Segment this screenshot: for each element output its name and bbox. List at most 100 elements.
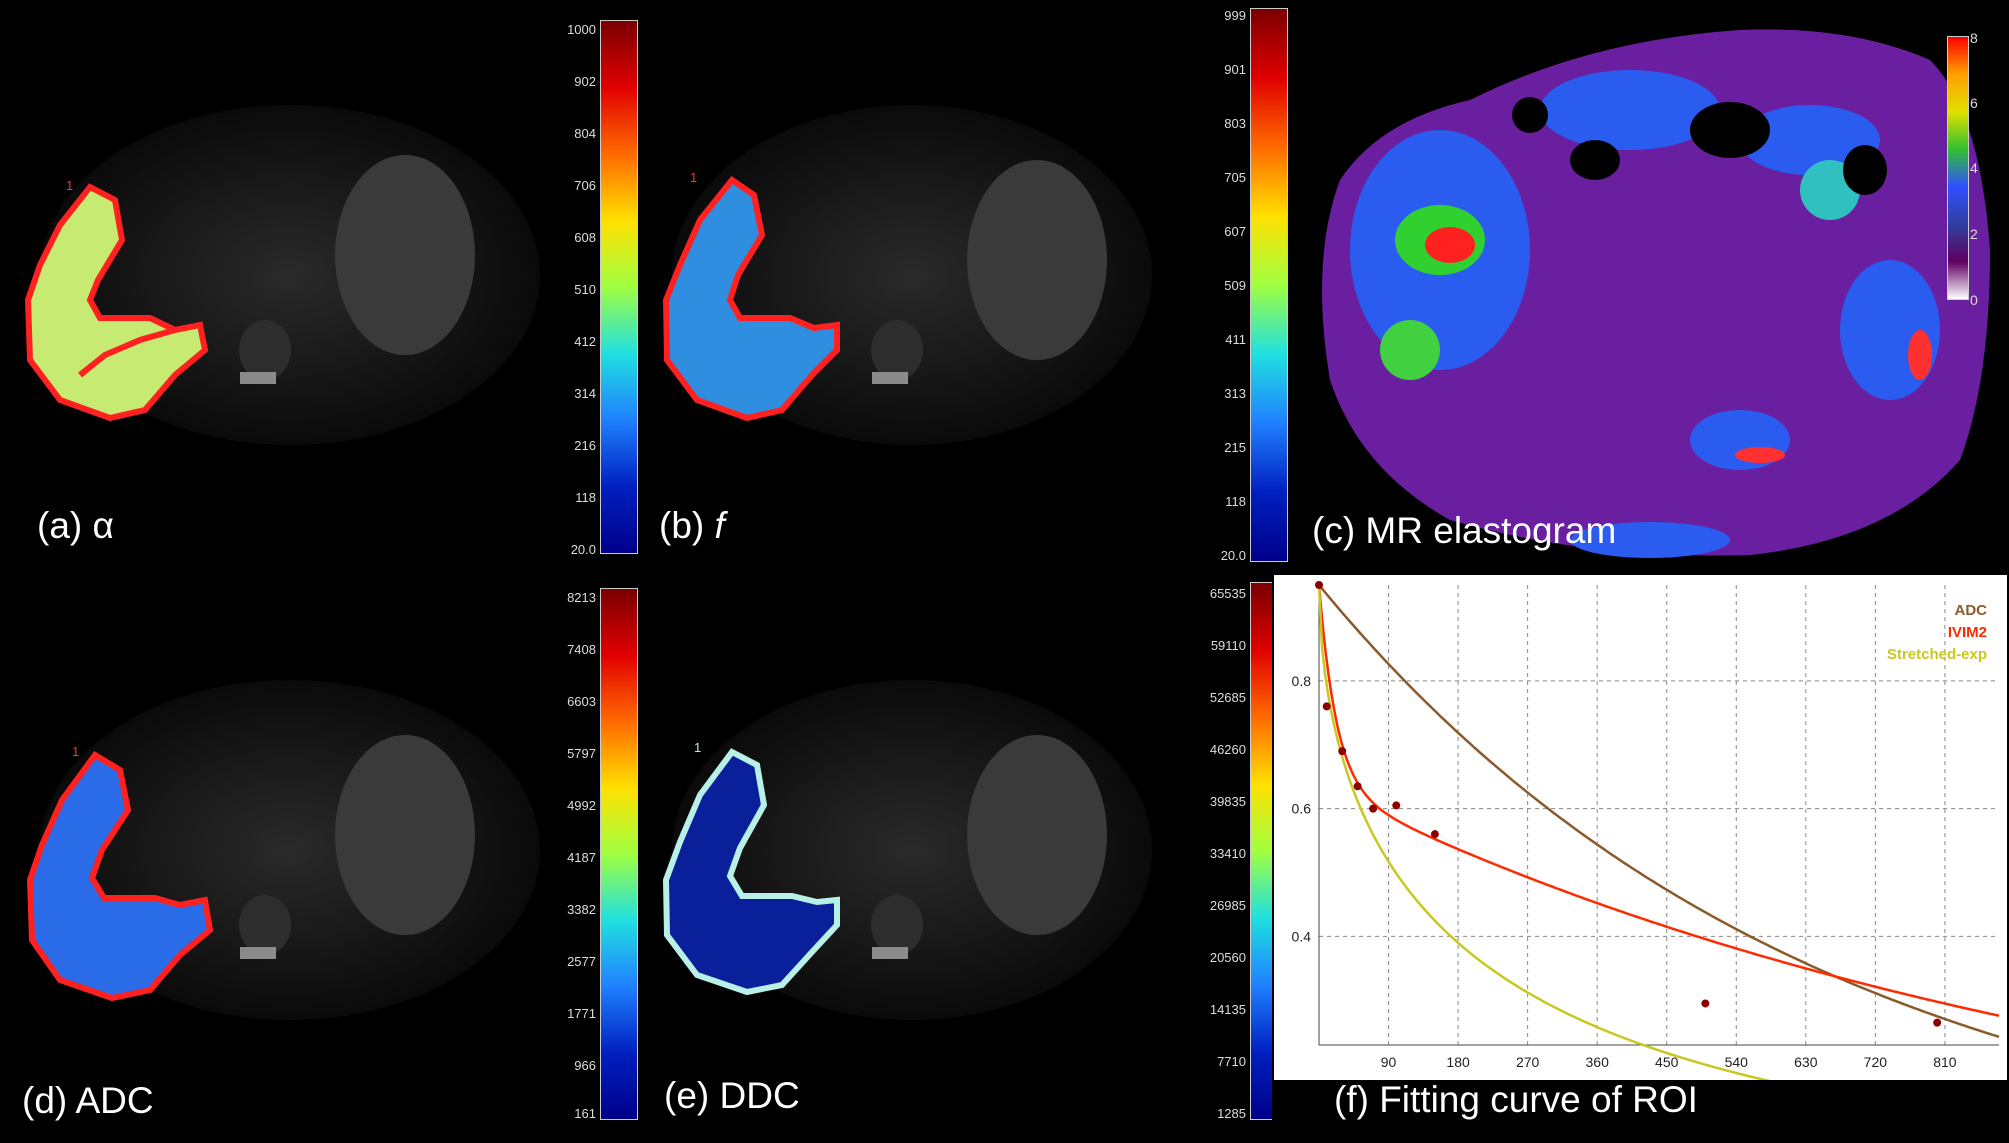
- x-tick-label: 720: [1864, 1054, 1888, 1070]
- elastogram-image: [1322, 29, 1990, 558]
- cbar-tick: 161: [574, 1106, 596, 1121]
- series-line-adc: [1318, 584, 2000, 1038]
- panel-label: (d) ADC: [22, 1080, 154, 1121]
- cbar-tick: 8213: [567, 590, 596, 605]
- cbar-tick: 20.0: [570, 542, 596, 557]
- label-prefix: (a): [37, 505, 93, 546]
- cbar-tick: 4187: [567, 850, 596, 865]
- panel-f-map: 1 (b) f: [642, 0, 1202, 570]
- elast-tick: 0: [1970, 292, 1978, 308]
- cbar-tick: 608: [574, 230, 596, 245]
- cbar-tick: 902: [574, 74, 596, 89]
- data-point: [1322, 702, 1331, 711]
- cbar-tick: 59110: [1210, 638, 1246, 653]
- roi-number: 1: [66, 178, 74, 193]
- y-tick-label: 0.4: [1292, 928, 1312, 944]
- data-point: [1933, 1018, 1942, 1027]
- colorbar-adc: [600, 588, 638, 1120]
- x-tick-label: 540: [1725, 1054, 1749, 1070]
- x-tick-label: 630: [1794, 1054, 1818, 1070]
- cbar-tick: 118: [575, 490, 596, 505]
- colorbar-f: [1250, 8, 1288, 562]
- legend-adc: ADC: [1954, 602, 1988, 619]
- alpha-map-image: [24, 105, 540, 445]
- label-symbol: α: [92, 505, 114, 546]
- cbar-tick: 510: [574, 282, 596, 297]
- x-tick-label: 810: [1933, 1054, 1957, 1070]
- cbar-tick: 14135: [1209, 1002, 1246, 1017]
- adc-map-image: [26, 680, 540, 1020]
- x-tick-label: 450: [1655, 1054, 1679, 1070]
- ddc-map-image: [662, 680, 1152, 1020]
- cbar-tick: 118: [1225, 494, 1246, 509]
- cbar-tick: 999: [1224, 8, 1246, 23]
- x-tick-label: 360: [1586, 1054, 1610, 1070]
- panel-label: (f) Fitting curve of ROI: [1334, 1079, 1698, 1120]
- cbar-tick: 705: [1224, 170, 1246, 185]
- legend-stretched-exp: Stretched-exp: [1886, 646, 1987, 663]
- cbar-tick: 313: [1224, 386, 1246, 401]
- cbar-tick: 4992: [567, 798, 596, 813]
- elast-tick: 4: [1970, 160, 1978, 176]
- roi-number: 1: [690, 170, 698, 185]
- data-point: [1315, 581, 1323, 589]
- plot-area: 90 180 270 360 450 540 630 720 810 0.8 0.6 0.4 ADC …: [1274, 575, 2007, 1080]
- panel-label: (b) f: [659, 505, 725, 547]
- data-point: [1392, 801, 1401, 810]
- cbar-tick: 411: [1225, 332, 1246, 347]
- cbar-tick: 5797: [567, 746, 596, 761]
- panel-adc-map: 1 (d) ADC: [0, 580, 560, 1143]
- x-tick-label: 270: [1516, 1054, 1540, 1070]
- cbar-tick: 7710: [1217, 1054, 1246, 1069]
- x-tick-label: 180: [1446, 1054, 1470, 1070]
- cbar-tick: 26985: [1209, 898, 1246, 913]
- y-tick-label: 0.8: [1292, 673, 1312, 689]
- legend-ivim2: IVIM2: [1947, 624, 1987, 641]
- cbar-tick: 65535: [1209, 586, 1246, 601]
- y-tick-label: 0.6: [1292, 801, 1312, 817]
- cbar-tick: 1285: [1217, 1106, 1246, 1121]
- cbar-tick: 215: [1224, 440, 1246, 455]
- cbar-tick: 2577: [567, 954, 596, 969]
- data-point: [1701, 999, 1710, 1008]
- x-tick-label: 90: [1381, 1054, 1397, 1070]
- f-map-image: [662, 105, 1152, 445]
- cbar-tick: 509: [1224, 278, 1246, 293]
- cbar-tick: 7408: [567, 642, 596, 657]
- cbar-tick: 39835: [1209, 794, 1246, 809]
- series-line-ivim2: [1317, 584, 2000, 1017]
- cbar-tick: 607: [1224, 224, 1246, 239]
- panel-label: (c) MR elastogram: [1312, 510, 1617, 551]
- colorbar-alpha: [600, 20, 638, 554]
- cbar-tick: 803: [1224, 116, 1246, 131]
- panel-label: (a) α: [37, 505, 114, 547]
- elast-tick: 8: [1970, 30, 1978, 46]
- label-symbol: f: [714, 505, 725, 546]
- data-point: [1430, 830, 1439, 839]
- elast-tick: 2: [1970, 226, 1978, 242]
- cbar-tick: 6603: [567, 694, 596, 709]
- elast-tick: 6: [1970, 95, 1978, 111]
- cbar-tick: 314: [574, 386, 596, 401]
- panel-alpha-map: 1 (a) α: [0, 0, 560, 570]
- data-point: [1369, 804, 1378, 813]
- series-line-stretched-exp: [1317, 584, 1771, 1080]
- cbar-tick: 20.0: [1220, 548, 1246, 563]
- panel-ddc-map: 1 (e) DDC: [642, 580, 1202, 1143]
- panel-mr-elastogram: 8 6 4 2 0 (c) MR elastogram: [1290, 0, 2009, 570]
- cbar-tick: 33410: [1209, 846, 1246, 861]
- panel-fitting-curve: 90 180 270 360 450 540 630 720 810 0.8 0.6 0.4 ADC …: [1272, 575, 2009, 1143]
- data-point: [1338, 747, 1347, 756]
- cbar-tick: 52685: [1209, 690, 1246, 705]
- cbar-tick: 1000: [567, 22, 596, 37]
- cbar-tick: 216: [574, 438, 596, 453]
- cbar-tick: 706: [574, 178, 596, 193]
- label-prefix: (b): [659, 505, 715, 546]
- cbar-tick: 804: [574, 126, 596, 141]
- data-point: [1353, 782, 1362, 791]
- cbar-tick: 1771: [567, 1006, 596, 1021]
- fitting-chart: 90 180 270 360 450 540 630 720 810 0.8 0.6 0.4: [1292, 581, 2000, 1080]
- colorbar-elastogram: [1947, 36, 1969, 300]
- panel-label: (e) DDC: [664, 1075, 800, 1116]
- cbar-tick: 412: [574, 334, 596, 349]
